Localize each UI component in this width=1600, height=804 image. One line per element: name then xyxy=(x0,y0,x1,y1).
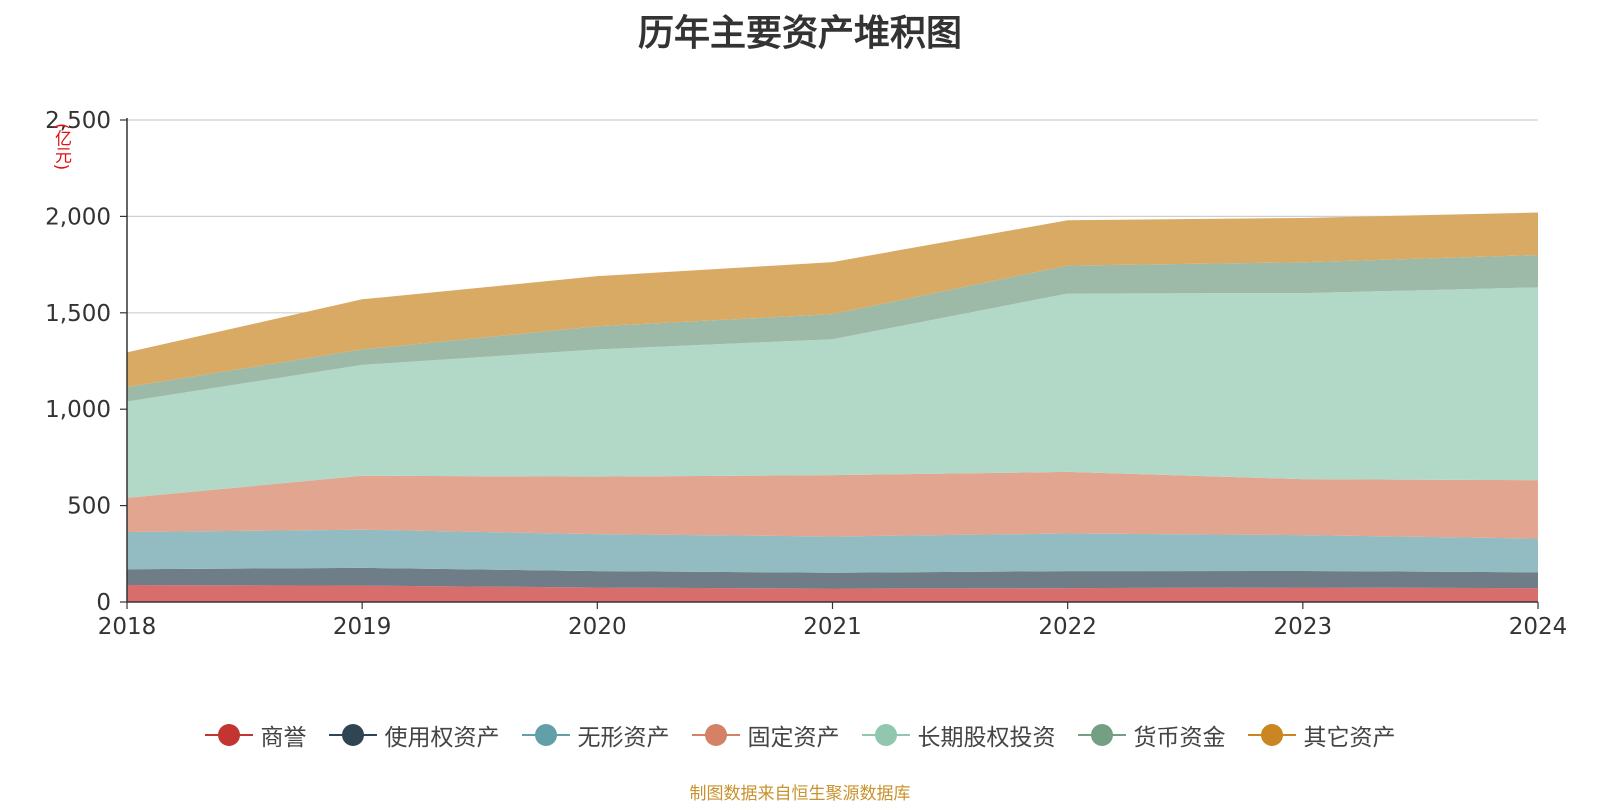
chart-title: 历年主要资产堆积图 xyxy=(637,13,962,54)
legend-item-2[interactable]: 使用权资产 xyxy=(328,718,500,752)
legend-label: 无形资产 xyxy=(577,725,670,751)
legend-marker-icon xyxy=(1247,723,1296,747)
legend-marker-icon xyxy=(1077,723,1126,747)
y-tick-label: 2,500 xyxy=(45,108,111,134)
x-tick-label: 2018 xyxy=(98,614,157,640)
legend-marker-icon xyxy=(204,723,253,747)
legend-label: 商誉 xyxy=(260,725,307,751)
data-source-note: 制图数据来自恒生聚源数据库 xyxy=(689,784,911,804)
legend-item-6[interactable]: 货币资金 xyxy=(1077,718,1226,752)
legend-marker-icon xyxy=(691,723,740,747)
legend-item-1[interactable]: 商誉 xyxy=(204,718,307,752)
x-tick-label: 2020 xyxy=(568,614,627,640)
legend-label: 其它资产 xyxy=(1303,725,1396,751)
area-series-2[interactable] xyxy=(127,567,1538,589)
area-series-5[interactable] xyxy=(127,287,1538,498)
x-tick-label: 2023 xyxy=(1274,614,1333,640)
x-tick-label: 2024 xyxy=(1509,614,1568,640)
legend-marker-icon xyxy=(328,723,377,747)
legend-item-5[interactable]: 长期股权投资 xyxy=(861,718,1056,752)
y-tick-label: 1,500 xyxy=(45,301,111,327)
area-series-4[interactable] xyxy=(127,471,1538,539)
legend-item-3[interactable]: 无形资产 xyxy=(521,718,670,752)
legend-label: 使用权资产 xyxy=(384,725,500,751)
y-tick-label: 2,000 xyxy=(45,204,111,230)
area-series-1[interactable] xyxy=(127,585,1538,602)
legend-marker-icon xyxy=(861,723,910,747)
legend-label: 长期股权投资 xyxy=(917,725,1056,751)
x-tick-label: 2019 xyxy=(333,614,392,640)
x-tick-label: 2021 xyxy=(803,614,862,640)
x-tick-label: 2022 xyxy=(1038,614,1097,640)
area-series-6[interactable] xyxy=(127,254,1538,402)
area-series-3[interactable] xyxy=(127,529,1538,573)
legend-item-7[interactable]: 其它资产 xyxy=(1247,718,1396,752)
y-tick-label: 500 xyxy=(67,494,111,520)
y-tick-label: 0 xyxy=(96,590,111,616)
chart-legend: 商誉 使用权资产 无形资产 固定资产 长期股权投资 货币资金 其它资产 xyxy=(0,718,1600,752)
legend-marker-icon xyxy=(521,723,570,747)
area-series-7[interactable] xyxy=(127,212,1538,388)
legend-item-4[interactable]: 固定资产 xyxy=(691,718,840,752)
y-axis-unit-label: (亿元) xyxy=(51,123,71,171)
y-tick-label: 1,000 xyxy=(45,397,111,423)
legend-label: 货币资金 xyxy=(1133,725,1226,751)
legend-label: 固定资产 xyxy=(747,725,840,751)
